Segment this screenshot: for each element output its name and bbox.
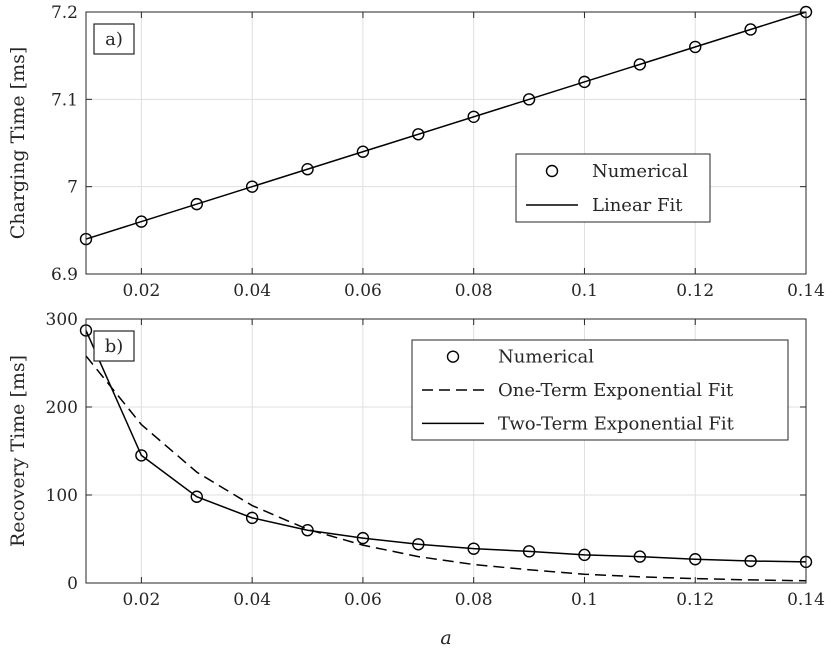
panel-label-frame-a [93, 23, 135, 55]
x-tick-label-b-0: 0.02 [122, 590, 160, 610]
y-tick-label-a-0: 6.9 [51, 265, 78, 285]
panel-a: 0.02 0.04 0.06 0.08 0.1 0.12 0.14 6.9 7 7.1 7.2 C… [7, 3, 825, 301]
marker-b-0-1 [135, 449, 148, 462]
x-tick-label-a-2: 0.06 [344, 281, 382, 301]
y-axis-label-b: Recovery Time [ms] [7, 355, 29, 547]
x-tick-label-a-6: 0.14 [787, 281, 825, 301]
ticks-a [86, 11, 807, 275]
legend-label-b-1: One-Term Exponential Fit [498, 380, 734, 401]
marker-b-0-3 [245, 511, 259, 525]
legend-marker-a-0 [545, 164, 559, 178]
series-line-b-2 [85, 330, 807, 563]
panel-label-box-a: a) [93, 23, 135, 55]
panel-b: 0.02 0.04 0.06 0.08 0.1 0.12 0.14 0 100 200 300 R… [7, 310, 825, 649]
plot-area-a [86, 12, 806, 274]
marker-a-0-7 [467, 110, 480, 124]
y-tick-label-a-3: 7.2 [51, 3, 78, 23]
ticks-b [86, 318, 807, 584]
marker-a-0-4 [301, 162, 314, 176]
x-tick-label-b-4: 0.1 [571, 590, 598, 610]
x-tick-label-b-1: 0.04 [233, 590, 271, 610]
y-axis-label-a: Charging Time [ms] [7, 47, 29, 240]
legend-a: Numerical Linear Fit [515, 153, 711, 223]
legend-b: Numerical One-Term Exponential Fit Two-Ter… [411, 339, 789, 441]
y-tick-labels-b: 0 100 200 300 [46, 310, 78, 594]
series-line-a-1 [85, 11, 807, 240]
y-tick-labels-a: 6.9 7 7.1 7.2 [51, 3, 78, 285]
y-tick-label-b-0: 0 [67, 574, 78, 594]
x-tick-label-a-5: 0.12 [676, 281, 714, 301]
legend-label-a-0: Numerical [592, 161, 688, 182]
panel-label-b: b) [105, 336, 124, 357]
x-tick-label-b-3: 0.08 [455, 590, 493, 610]
y-tick-label-b-1: 100 [46, 486, 78, 506]
x-tick-label-a-0: 0.02 [122, 281, 160, 301]
marker-a-0-5 [356, 145, 370, 158]
x-tick-label-a-3: 0.08 [455, 281, 493, 301]
legend-label-a-1: Linear Fit [592, 195, 683, 216]
x-tick-labels-b: 0.02 0.04 0.06 0.08 0.1 0.12 0.14 [122, 590, 824, 610]
series-line-b-1 [85, 355, 807, 582]
panel-label-frame-b [93, 330, 135, 362]
marker-a-0-9 [578, 75, 591, 89]
x-axis-label-b: a [440, 627, 451, 649]
x-tick-label-b-2: 0.06 [344, 590, 382, 610]
panel-label-a: a) [105, 29, 123, 50]
x-tick-label-b-5: 0.12 [676, 590, 714, 610]
axes-frame-a [85, 11, 807, 275]
x-tick-labels-a: 0.02 0.04 0.06 0.08 0.1 0.12 0.14 [122, 281, 824, 301]
x-tick-label-a-4: 0.1 [571, 281, 598, 301]
y-tick-label-b-2: 200 [46, 398, 78, 418]
marker-a-0-12 [744, 23, 757, 36]
marker-a-0-6 [412, 128, 425, 141]
marker-a-0-3 [245, 180, 259, 193]
axes-frame-b [85, 318, 807, 584]
legend-label-b-2: Two-Term Exponential Fit [498, 413, 735, 434]
y-tick-label-b-3: 300 [46, 310, 78, 330]
marker-a-0-8 [522, 93, 536, 106]
series-a [79, 5, 813, 246]
marker-a-0-1 [135, 215, 148, 228]
panel-label-box-b: b) [93, 330, 135, 362]
x-tick-label-b-6: 0.14 [787, 590, 825, 610]
x-tick-label-a-1: 0.04 [233, 281, 271, 301]
marker-a-0-11 [689, 40, 702, 54]
marker-b-0-2 [190, 490, 203, 503]
series-b [79, 324, 813, 582]
legend-label-b-0: Numerical [498, 347, 594, 368]
marker-a-0-2 [190, 197, 203, 211]
legend-marker-b-0 [446, 350, 460, 363]
y-tick-label-a-2: 7.1 [51, 90, 78, 110]
marker-a-0-10 [633, 58, 647, 71]
legend-box-a [515, 153, 711, 223]
y-tick-label-a-1: 7 [67, 178, 78, 198]
